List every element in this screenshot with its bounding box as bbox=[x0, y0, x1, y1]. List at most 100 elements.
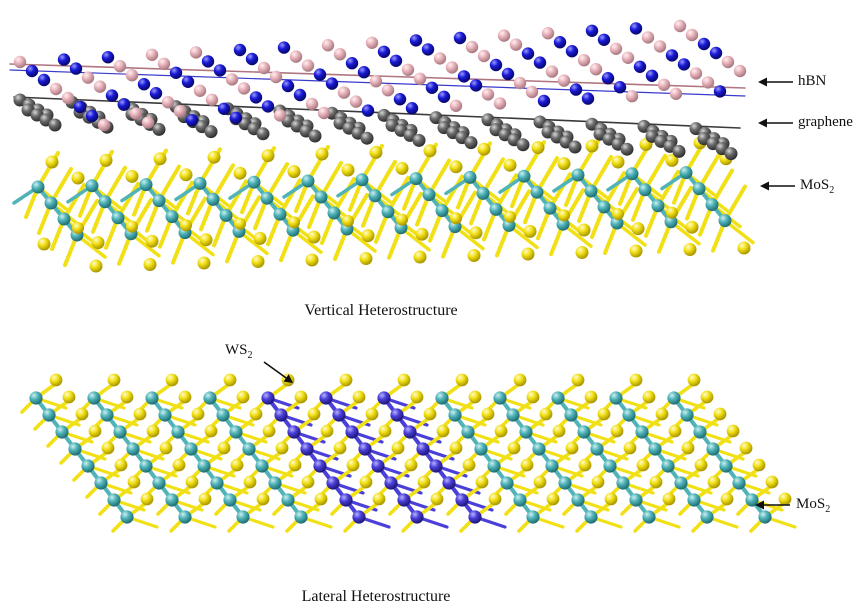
mo-atom bbox=[44, 196, 58, 210]
b-atom bbox=[641, 31, 655, 44]
graphene-label: graphene bbox=[798, 115, 853, 130]
bond bbox=[62, 183, 86, 221]
n-atom bbox=[537, 94, 551, 108]
s-atom bbox=[204, 424, 218, 438]
b-atom bbox=[333, 48, 347, 61]
w-atom bbox=[319, 391, 333, 405]
s-atom bbox=[585, 139, 599, 153]
s-atom bbox=[315, 147, 329, 161]
mo-atom bbox=[165, 493, 179, 507]
s-atom bbox=[172, 458, 186, 472]
mo-atom bbox=[98, 195, 112, 209]
b-atom bbox=[625, 90, 639, 103]
mo-atom bbox=[219, 208, 233, 222]
ws2-label-text: WS bbox=[225, 342, 248, 358]
s-atom bbox=[342, 215, 354, 227]
w-atom bbox=[429, 459, 443, 473]
mo-atom bbox=[255, 459, 269, 473]
n-atom bbox=[213, 64, 227, 77]
b-atom bbox=[237, 82, 251, 95]
mo-atom bbox=[500, 476, 514, 490]
s-atom bbox=[521, 247, 535, 261]
mo-atom bbox=[706, 442, 720, 456]
n-atom bbox=[105, 89, 119, 102]
bond bbox=[697, 152, 721, 191]
s-atom bbox=[415, 227, 429, 241]
b-atom bbox=[577, 54, 591, 67]
b-atom bbox=[541, 27, 555, 40]
n-atom bbox=[357, 66, 371, 79]
s-atom bbox=[288, 458, 302, 472]
mo-atom bbox=[526, 510, 540, 524]
mo-atom bbox=[152, 476, 166, 490]
s-atom bbox=[243, 475, 257, 489]
s-atom bbox=[694, 458, 708, 472]
n-atom bbox=[313, 68, 327, 81]
n-atom bbox=[101, 51, 115, 64]
n-atom bbox=[581, 92, 595, 105]
b-atom bbox=[257, 61, 271, 75]
s-atom bbox=[713, 407, 727, 421]
b-atom bbox=[525, 85, 539, 99]
mo-atom bbox=[203, 391, 217, 405]
s-atom bbox=[369, 145, 383, 159]
w-atom bbox=[397, 493, 411, 507]
s-atom bbox=[101, 441, 115, 455]
s-atom bbox=[352, 390, 366, 404]
b-atom bbox=[145, 48, 159, 61]
mo-atom bbox=[281, 493, 295, 507]
bond bbox=[656, 169, 680, 208]
b-atom bbox=[129, 107, 143, 120]
mo-atom bbox=[55, 425, 69, 439]
n-atom bbox=[409, 34, 423, 47]
bond bbox=[116, 181, 140, 220]
mo-atom bbox=[327, 206, 341, 220]
mo-atom bbox=[171, 425, 185, 439]
s-atom bbox=[455, 373, 469, 387]
b-atom bbox=[337, 86, 351, 99]
s-atom bbox=[253, 231, 267, 245]
b-atom bbox=[465, 40, 479, 54]
mo-atom bbox=[206, 192, 220, 206]
b-atom bbox=[701, 76, 715, 89]
s-atom bbox=[571, 373, 585, 387]
b-atom bbox=[305, 97, 319, 111]
n-atom bbox=[293, 88, 307, 102]
n-atom bbox=[405, 102, 419, 115]
s-atom bbox=[301, 475, 315, 489]
s-atom bbox=[37, 237, 51, 251]
s-atom bbox=[575, 246, 589, 259]
mo-atom bbox=[314, 190, 328, 204]
w-atom bbox=[326, 476, 340, 490]
mo-atom bbox=[236, 510, 250, 524]
s-atom bbox=[668, 424, 682, 438]
n-atom bbox=[137, 78, 151, 91]
n-atom bbox=[709, 46, 723, 60]
s-atom bbox=[372, 492, 386, 506]
n-atom bbox=[325, 77, 339, 90]
mo-atom bbox=[674, 476, 688, 490]
b-atom bbox=[381, 84, 395, 97]
s-atom bbox=[636, 458, 650, 472]
b-atom bbox=[173, 105, 187, 118]
b-atom bbox=[721, 55, 735, 69]
n-atom bbox=[453, 31, 467, 45]
s-atom bbox=[233, 166, 247, 180]
c-atom bbox=[568, 140, 582, 154]
bond bbox=[224, 179, 248, 218]
s-atom bbox=[107, 373, 121, 387]
bond bbox=[481, 157, 505, 196]
b-atom bbox=[669, 87, 683, 101]
mo-atom bbox=[517, 169, 531, 183]
s-atom bbox=[140, 492, 154, 506]
s-atom bbox=[207, 150, 221, 164]
mo-atom bbox=[493, 391, 507, 405]
n-atom bbox=[421, 43, 435, 56]
mo-atom bbox=[111, 211, 125, 225]
s-atom bbox=[307, 230, 321, 244]
mo-atom bbox=[638, 183, 652, 197]
mo-atom bbox=[216, 408, 230, 422]
s-atom bbox=[341, 163, 355, 177]
bond bbox=[494, 173, 518, 212]
